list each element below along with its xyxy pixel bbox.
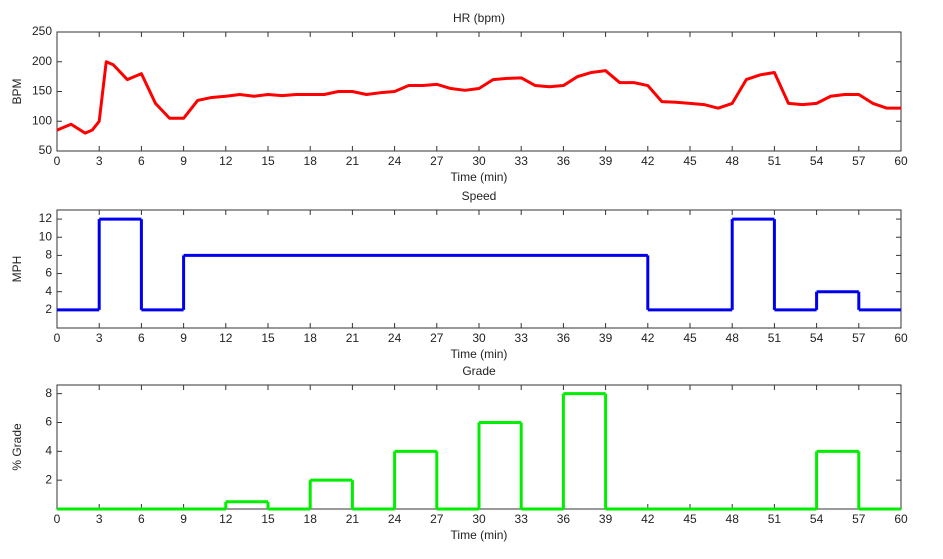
- x-tick-label: 15: [261, 331, 275, 345]
- x-tick-label: 30: [472, 512, 486, 526]
- y-axis-label: % Grade: [10, 423, 24, 471]
- x-tick-label: 42: [641, 154, 655, 168]
- x-tick-label: 36: [557, 154, 571, 168]
- x-tick-label: 24: [388, 154, 402, 168]
- x-tick-label: 48: [726, 512, 740, 526]
- x-tick-label: 24: [388, 331, 402, 345]
- axes: [56, 209, 902, 329]
- y-tick-label: 200: [32, 54, 52, 68]
- x-tick-label: 18: [304, 154, 318, 168]
- y-tick-label: 8: [45, 248, 52, 262]
- x-tick-label: 51: [768, 331, 782, 345]
- x-tick-label: 48: [726, 154, 740, 168]
- x-tick-label: 27: [430, 154, 444, 168]
- x-tick-label: 54: [810, 512, 824, 526]
- y-tick-label: 100: [32, 113, 52, 127]
- x-tick-label: 60: [894, 331, 908, 345]
- x-tick-label: 45: [683, 154, 697, 168]
- x-tick-label: 24: [388, 512, 402, 526]
- x-tick-label: 3: [96, 512, 103, 526]
- x-tick-label: 6: [138, 512, 145, 526]
- y-tick-label: 8: [45, 386, 52, 400]
- y-tick-label: 12: [39, 211, 53, 225]
- x-tick-label: 45: [683, 331, 697, 345]
- x-tick-label: 33: [515, 331, 529, 345]
- x-tick-label: 3: [96, 331, 103, 345]
- y-tick-label: 150: [32, 84, 52, 98]
- y-tick-label: 6: [45, 415, 52, 429]
- panel-title: Grade: [462, 364, 496, 378]
- x-tick-label: 9: [180, 331, 187, 345]
- x-axis-label: Time (min): [451, 347, 508, 361]
- x-tick-label: 57: [852, 331, 866, 345]
- x-tick-label: 6: [138, 154, 145, 168]
- x-tick-label: 21: [346, 331, 360, 345]
- x-tick-label: 9: [180, 154, 187, 168]
- x-tick-label: 0: [54, 512, 61, 526]
- x-axis-label: Time (min): [451, 170, 508, 184]
- y-tick-label: 2: [45, 302, 52, 316]
- x-tick-label: 57: [852, 512, 866, 526]
- x-tick-label: 27: [430, 331, 444, 345]
- hr-line: [56, 60, 901, 135]
- x-tick-label: 15: [261, 512, 275, 526]
- x-axis-label: Time (min): [451, 528, 508, 542]
- y-axis-label: BPM: [10, 78, 24, 104]
- x-tick-label: 18: [304, 512, 318, 526]
- x-tick-label: 39: [599, 331, 613, 345]
- x-tick-label: 39: [599, 154, 613, 168]
- x-tick-label: 45: [683, 512, 697, 526]
- x-tick-label: 27: [430, 512, 444, 526]
- x-tick-label: 36: [557, 331, 571, 345]
- y-tick-label: 4: [45, 443, 52, 457]
- x-tick-label: 9: [180, 512, 187, 526]
- x-tick-label: 0: [54, 331, 61, 345]
- y-tick-label: 4: [45, 284, 52, 298]
- x-tick-label: 60: [894, 512, 908, 526]
- x-tick-label: 12: [219, 331, 233, 345]
- x-tick-label: 48: [726, 331, 740, 345]
- panel-title: Speed: [462, 189, 497, 203]
- x-tick-label: 51: [768, 154, 782, 168]
- x-tick-label: 18: [304, 331, 318, 345]
- panel-title: HR (bpm): [453, 11, 505, 25]
- x-tick-label: 36: [557, 512, 571, 526]
- x-tick-label: 54: [810, 331, 824, 345]
- x-tick-label: 42: [641, 512, 655, 526]
- y-tick-label: 6: [45, 266, 52, 280]
- x-tick-label: 3: [96, 154, 103, 168]
- x-tick-label: 42: [641, 331, 655, 345]
- x-tick-label: 57: [852, 154, 866, 168]
- axes: [56, 31, 902, 152]
- y-tick-label: 50: [39, 143, 53, 157]
- y-tick-label: 2: [45, 472, 52, 486]
- x-tick-label: 39: [599, 512, 613, 526]
- x-tick-label: 33: [515, 512, 529, 526]
- x-tick-label: 21: [346, 154, 360, 168]
- x-tick-label: 54: [810, 154, 824, 168]
- x-tick-label: 30: [472, 331, 486, 345]
- x-tick-label: 30: [472, 154, 486, 168]
- x-tick-label: 33: [515, 154, 529, 168]
- x-tick-label: 12: [219, 512, 233, 526]
- x-tick-label: 6: [138, 331, 145, 345]
- x-tick-label: 15: [261, 154, 275, 168]
- x-tick-label: 0: [54, 154, 61, 168]
- x-tick-label: 12: [219, 154, 233, 168]
- y-tick-label: 10: [39, 229, 53, 243]
- x-tick-label: 51: [768, 512, 782, 526]
- x-tick-label: 60: [894, 154, 908, 168]
- y-axis-label: MPH: [10, 256, 24, 283]
- x-tick-label: 21: [346, 512, 360, 526]
- y-tick-label: 250: [32, 24, 52, 38]
